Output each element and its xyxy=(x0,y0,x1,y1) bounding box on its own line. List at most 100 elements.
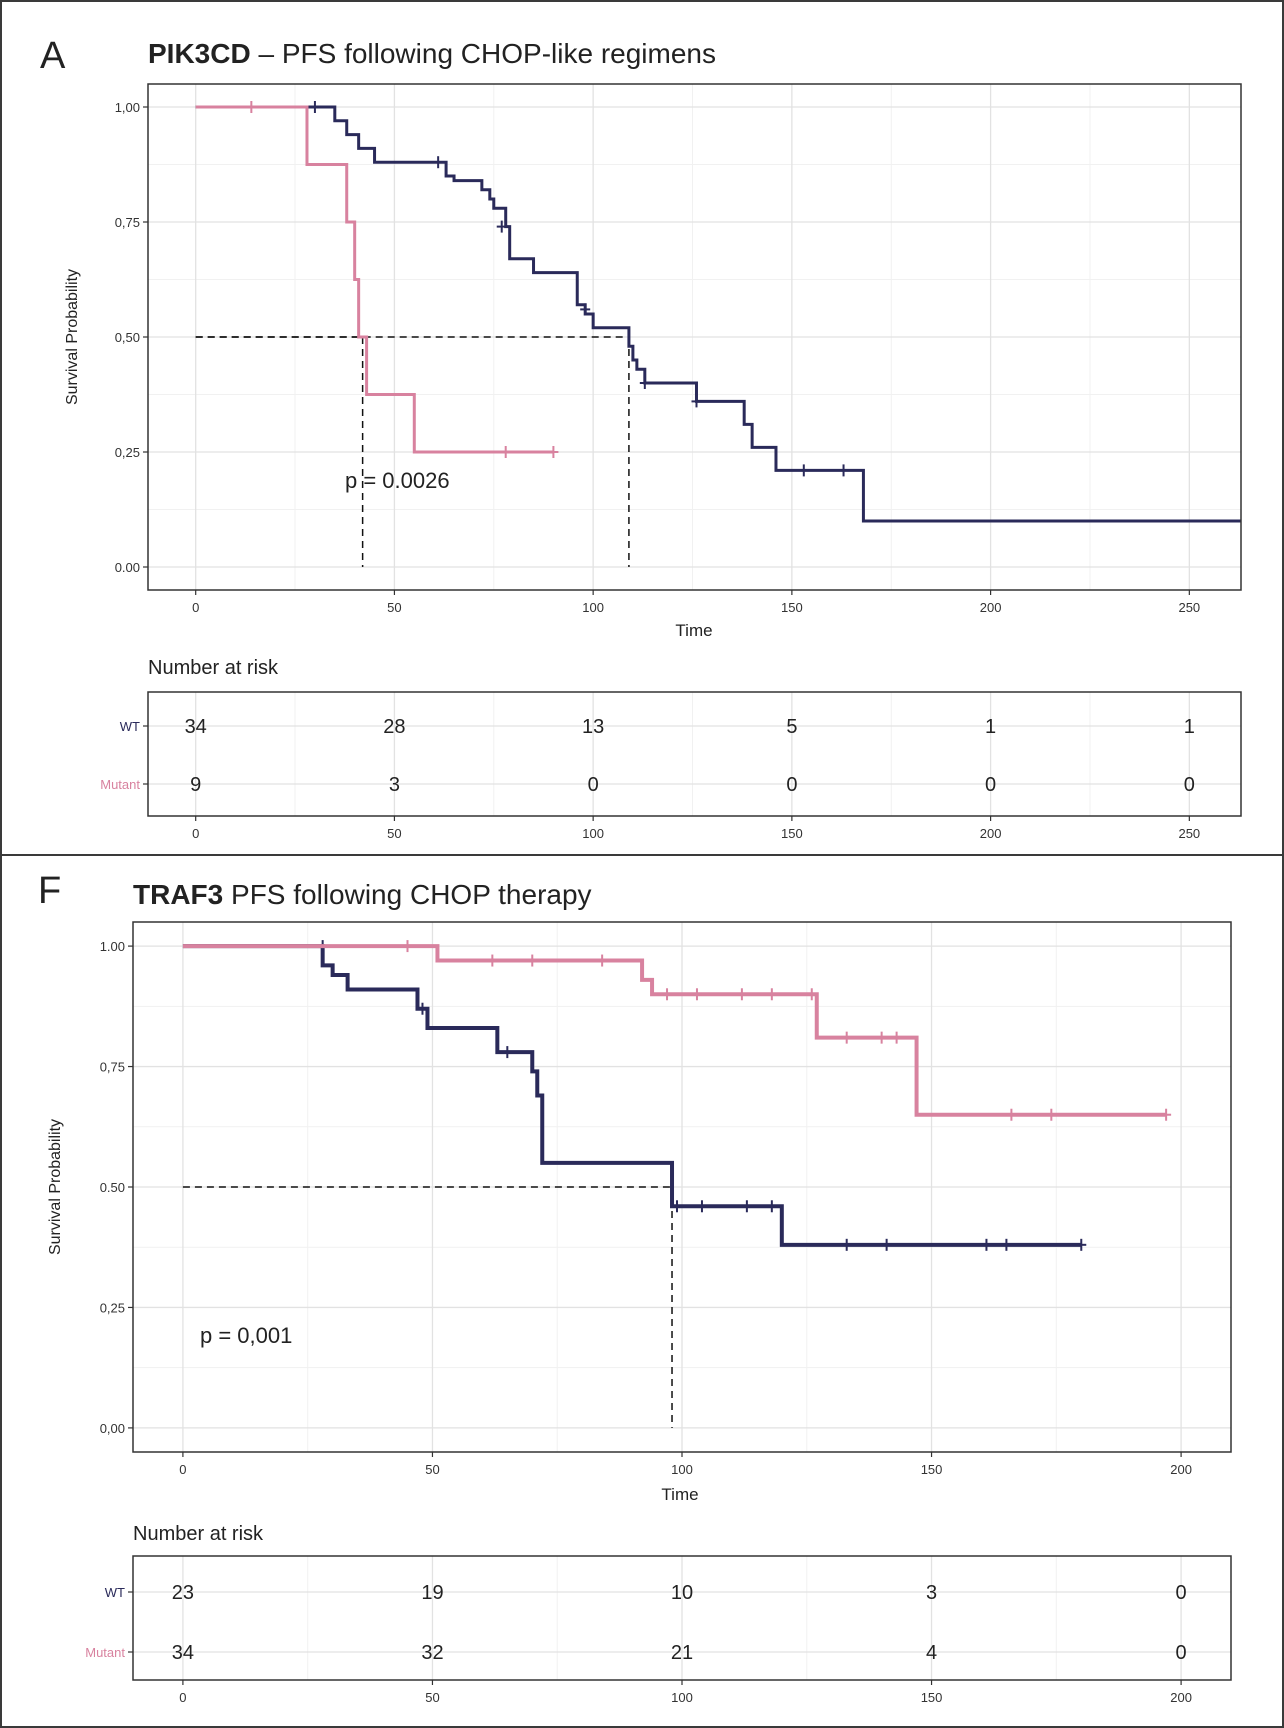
risk-table-grid xyxy=(148,692,1241,816)
risk-value: 34 xyxy=(172,1642,194,1664)
y-tick-label: 0,75 xyxy=(115,215,140,230)
risk-table-title: Number at risk xyxy=(148,657,279,679)
survival-curves xyxy=(182,940,1172,1251)
x-tick-label: 50 xyxy=(425,1462,439,1477)
survival-curve-mutant xyxy=(195,105,554,454)
risk-row-label: Mutant xyxy=(85,1645,125,1660)
plot-area: 0.00 0,25 0,50 0,75 1,00 0 50 100 150 200 250 p =… xyxy=(64,83,1242,640)
y-tick-label: 1,00 xyxy=(115,100,140,115)
x-tick-label: 0 xyxy=(179,1690,186,1705)
risk-value: 5 xyxy=(786,716,797,738)
x-tick-label: 100 xyxy=(582,600,604,615)
risk-value: 3 xyxy=(389,774,400,796)
risk-table: Number at risk WT 23 19 10 3 0 Mutant 34 32 21 4 0 … xyxy=(85,1523,1232,1705)
y-tick-label: 0.50 xyxy=(100,1180,125,1195)
series-wt xyxy=(182,940,1087,1251)
risk-value: 0 xyxy=(1176,1642,1187,1664)
risk-value: 4 xyxy=(926,1642,937,1664)
median-lines xyxy=(182,1186,673,1428)
survival-curve-wt xyxy=(195,105,1241,523)
x-axis: 0 50 100 150 200 250 xyxy=(192,590,1200,615)
x-tick-label: 0 xyxy=(192,600,199,615)
risk-value: 13 xyxy=(582,716,604,738)
risk-row-label: WT xyxy=(105,1585,125,1600)
risk-table-border xyxy=(147,691,1242,817)
series-wt xyxy=(195,101,1241,523)
y-tick-label: 0,50 xyxy=(115,330,140,345)
risk-value: 0 xyxy=(985,774,996,796)
risk-table-grid xyxy=(133,1556,1231,1680)
x-tick-label: 200 xyxy=(980,826,1002,841)
panel-f: F TRAF3 PFS following CHOP therapy 0,000… xyxy=(38,870,1232,1705)
y-tick-label: 0,75 xyxy=(100,1060,125,1075)
grid-lines xyxy=(148,84,1241,590)
x-tick-label: 100 xyxy=(671,1690,693,1705)
risk-row-label: WT xyxy=(120,719,140,734)
panel-letter: F xyxy=(38,870,61,912)
y-tick-label: 1.00 xyxy=(100,939,125,954)
plot-area: 0,00 0,25 0.50 0,75 1.00 0 50 100 150 200 p = 0,… xyxy=(47,921,1232,1504)
x-tick-label: 150 xyxy=(781,826,803,841)
x-tick-label: 250 xyxy=(1178,826,1200,841)
series-mutant xyxy=(182,940,1172,1121)
risk-value: 28 xyxy=(383,716,405,738)
x-tick-label: 50 xyxy=(387,826,401,841)
median-lines xyxy=(195,336,630,567)
risk-table-x-axis: 0 50 100 150 200 xyxy=(179,1680,1192,1705)
risk-value: 23 xyxy=(172,1582,194,1604)
x-tick-label: 200 xyxy=(1170,1690,1192,1705)
survival-curve-mutant xyxy=(182,944,1167,1117)
risk-value: 21 xyxy=(671,1642,693,1664)
risk-value: 3 xyxy=(926,1582,937,1604)
x-tick-label: 100 xyxy=(582,826,604,841)
y-axis: 0,00 0,25 0.50 0,75 1.00 xyxy=(100,939,133,1436)
panel-a: A PIK3CD – PFS following CHOP-like regim… xyxy=(40,35,1242,841)
x-tick-label: 50 xyxy=(387,600,401,615)
risk-value: 0 xyxy=(588,774,599,796)
risk-table-title: Number at risk xyxy=(133,1523,264,1545)
risk-row-label: Mutant xyxy=(100,777,140,792)
risk-table-values: WT 34 28 13 5 1 1 Mutant 9 3 0 0 0 0 xyxy=(100,716,1195,796)
y-tick-label: 0,00 xyxy=(100,1421,125,1436)
risk-value: 32 xyxy=(421,1642,443,1664)
x-tick-label: 0 xyxy=(192,826,199,841)
p-value: p = 0,001 xyxy=(200,1323,292,1348)
chart-title: PIK3CD – PFS following CHOP-like regimen… xyxy=(148,38,716,69)
risk-value: 9 xyxy=(190,774,201,796)
series-mutant xyxy=(195,101,559,458)
risk-value: 0 xyxy=(1184,774,1195,796)
y-axis-label: Survival Probability xyxy=(47,1119,64,1255)
p-value: p = 0.0026 xyxy=(345,468,450,493)
risk-value: 19 xyxy=(421,1582,443,1604)
y-axis: 0.00 0,25 0,50 0,75 1,00 xyxy=(115,100,148,575)
risk-table-x-axis: 0 50 100 150 200 250 xyxy=(192,816,1200,841)
x-axis-label: Time xyxy=(675,621,712,640)
y-axis-label: Survival Probability xyxy=(64,269,81,405)
x-tick-label: 200 xyxy=(1170,1462,1192,1477)
x-tick-label: 0 xyxy=(179,1462,186,1477)
risk-value: 0 xyxy=(786,774,797,796)
x-tick-label: 150 xyxy=(781,600,803,615)
chart-title: TRAF3 PFS following CHOP therapy xyxy=(133,879,592,910)
x-tick-label: 50 xyxy=(425,1690,439,1705)
x-tick-label: 200 xyxy=(980,600,1002,615)
y-tick-label: 0,25 xyxy=(115,445,140,460)
risk-value: 1 xyxy=(985,716,996,738)
risk-table-values: WT 23 19 10 3 0 Mutant 34 32 21 4 0 xyxy=(85,1582,1186,1664)
risk-table: Number at risk WT 34 28 13 5 1 1 Mutant 9 3 0 0 0 0 0… xyxy=(100,657,1242,841)
y-tick-label: 0,25 xyxy=(100,1300,125,1315)
risk-value: 10 xyxy=(671,1582,693,1604)
risk-table-background xyxy=(148,692,1241,816)
risk-value: 34 xyxy=(185,716,207,738)
x-tick-label: 250 xyxy=(1178,600,1200,615)
panel-letter: A xyxy=(40,35,66,77)
risk-value: 1 xyxy=(1184,716,1195,738)
survival-curves xyxy=(195,101,1241,523)
x-axis-label: Time xyxy=(661,1485,698,1504)
x-axis: 0 50 100 150 200 xyxy=(179,1452,1192,1477)
y-tick-label: 0.00 xyxy=(115,560,140,575)
risk-value: 0 xyxy=(1176,1582,1187,1604)
x-tick-label: 150 xyxy=(921,1462,943,1477)
x-tick-label: 150 xyxy=(921,1690,943,1705)
